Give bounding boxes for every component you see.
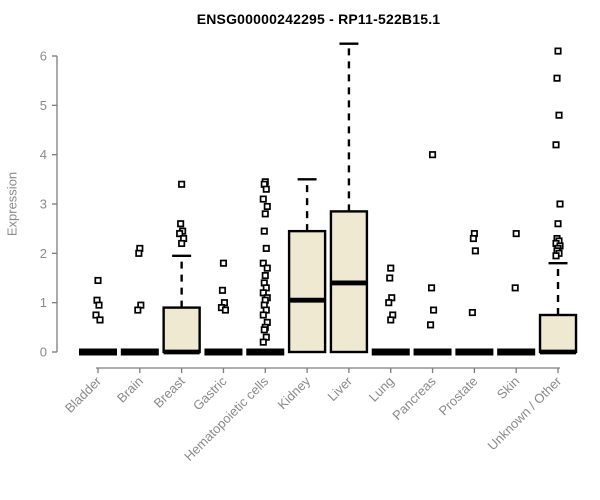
x-tick-label: Lung [366, 374, 397, 405]
x-tick-label: Prostate [436, 374, 481, 419]
outlier-point [259, 195, 267, 203]
outlier-point [552, 141, 560, 149]
y-tick-label: 5 [40, 98, 47, 113]
outlier-point [260, 326, 268, 334]
chart-title: ENSG00000242295 - RP11-522B15.1 [196, 11, 441, 27]
outlier-point [134, 306, 142, 314]
box-breast [162, 306, 201, 354]
x-tick-label: Liver [325, 373, 356, 404]
outlier-point [429, 151, 437, 159]
outlier-point [511, 284, 519, 292]
outlier-point [386, 274, 394, 282]
x-tick-label: Unknown / Other [485, 373, 565, 453]
box-unknown-other [538, 313, 578, 354]
box-collapsed-gastric [204, 348, 243, 356]
box-collapsed-pancreas [413, 348, 452, 356]
outlier-point [262, 244, 270, 252]
outlier-point [387, 264, 395, 272]
outlier-point [261, 271, 269, 280]
box-kidney [287, 229, 327, 354]
outlier-point [512, 230, 520, 238]
outlier-point [94, 276, 102, 285]
outlier-point [471, 247, 479, 255]
outlier-point [92, 311, 100, 319]
outlier-point [259, 311, 267, 319]
x-tick-label: Brain [114, 374, 146, 406]
outlier-point [221, 306, 230, 314]
outlier-point [552, 252, 560, 260]
outlier-point [261, 210, 269, 218]
outlier-point [556, 200, 564, 208]
outlier-point [135, 249, 143, 257]
x-tick-label: Bladder [62, 373, 105, 416]
x-tick-label: Pancreas [389, 373, 439, 423]
outlier-point [427, 321, 435, 329]
outlier-point [263, 202, 271, 211]
y-tick-label: 4 [40, 147, 47, 162]
outlier-point [259, 338, 267, 346]
outlier-point [553, 74, 561, 82]
x-tick-label: Kidney [275, 373, 314, 412]
x-tick-label: Breast [151, 373, 188, 410]
outlier-point [262, 185, 270, 193]
outlier-point [177, 220, 185, 228]
y-tick-label: 0 [40, 345, 47, 360]
outlier-point [554, 47, 562, 55]
outlier-point [260, 227, 268, 235]
outlier-point [95, 301, 103, 309]
box-collapsed-skin [497, 348, 536, 356]
outlier-point [469, 234, 477, 243]
x-tick-label: Gastric [190, 373, 230, 413]
outlier-point [385, 299, 393, 307]
box-collapsed-lung [371, 348, 410, 356]
y-tick-label: 3 [40, 197, 47, 212]
box-collapsed-bladder [79, 348, 117, 356]
outlier-point [96, 316, 104, 324]
outlier-point [259, 259, 267, 267]
outlier-point [387, 316, 395, 324]
outlier-point [554, 220, 562, 228]
outlier-point [176, 230, 184, 238]
outlier-point [428, 284, 436, 292]
outlier-point [219, 259, 228, 267]
outlier-point [430, 306, 438, 314]
y-tick-label: 1 [40, 295, 47, 310]
box-collapsed-hematopoietic-cells [246, 348, 285, 356]
outlier-point [263, 264, 271, 272]
outlier-point [178, 239, 186, 248]
box-collapsed-brain [120, 348, 159, 356]
y-tick-label: 6 [40, 49, 47, 64]
x-tick-label: Skin [494, 374, 522, 402]
outlier-point [218, 286, 227, 294]
outlier-point [178, 180, 186, 188]
outlier-point [468, 308, 476, 317]
outlier-point [555, 111, 563, 119]
y-tick-label: 2 [40, 246, 47, 261]
box-collapsed-prostate [455, 348, 494, 356]
outlier-point [259, 289, 267, 297]
